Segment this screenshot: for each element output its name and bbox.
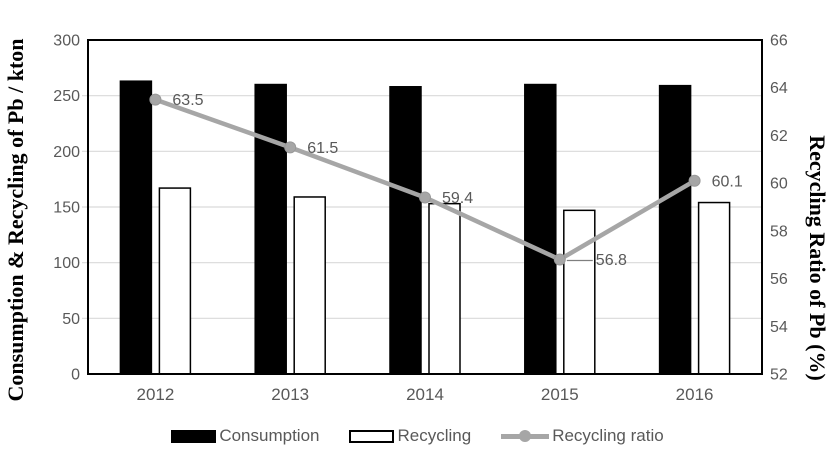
consumption-bar-2016 [658,84,692,375]
data-label-2015: 56.8 [596,252,627,269]
right-tick-64: 64 [770,80,788,97]
x-tick-2012: 2012 [136,385,174,404]
left-axis-title: Consumption & Recycling of Pb / kton [3,38,28,402]
right-tick-58: 58 [770,223,788,240]
right-axis-title: Recycling Ratio of Pb (%) [805,135,830,381]
right-tick-66: 66 [770,33,788,50]
right-tick-52: 52 [770,367,788,384]
line-marker-swatch-icon [501,429,550,443]
legend: Consumption Recycling Recycling ratio [0,426,835,446]
right-tick-60: 60 [770,176,788,193]
data-label-2013: 61.5 [307,140,338,157]
legend-label: Recycling [397,426,472,445]
legend-item-recycling: Recycling [349,426,471,446]
plot-border [87,39,763,375]
recycling-bar-2014 [428,202,461,375]
data-label-2016: 60.1 [712,173,743,190]
right-tick-54: 54 [770,319,788,336]
legend-label: Consumption [219,426,320,445]
x-tick-2015: 2015 [541,385,579,404]
recycling-bar-2013 [293,196,326,375]
right-tick-56: 56 [770,271,788,288]
data-label-2014: 59.4 [442,190,473,207]
recycling-swatch-icon [349,429,395,443]
recycling-bar-2016 [697,201,731,375]
recycling-ratio-line [154,97,696,263]
line-marker-2014 [419,191,431,204]
x-tick-2016: 2016 [676,385,714,404]
x-tick-2014: 2014 [406,385,444,404]
left-tick-200: 200 [53,144,80,161]
right-tick-62: 62 [770,128,788,145]
left-tick-250: 250 [53,88,80,105]
x-tick-2013: 2013 [271,385,309,404]
recycling-bar-2012 [158,187,192,375]
left-tick-50: 50 [62,311,80,328]
line-marker-2012 [149,93,162,106]
consumption-bar-2012 [119,80,153,375]
recycling-bar-2015 [563,209,596,375]
consumption-bar-2013 [254,83,287,375]
left-tick-100: 100 [53,255,80,272]
line-marker-2016 [688,174,701,187]
legend-label: Recycling ratio [552,426,664,445]
consumption-bar-2014 [389,86,422,375]
left-tick-300: 300 [53,33,80,50]
data-label-2012: 63.5 [172,92,203,109]
left-tick-150: 150 [53,200,80,217]
line-marker-2013 [284,141,297,154]
legend-item-recycling-ratio: Recycling ratio [501,426,664,446]
left-tick-0: 0 [71,367,80,384]
legend-item-consumption: Consumption [171,426,319,446]
line-marker-2015 [553,253,566,266]
consumption-swatch-icon [171,429,217,443]
consumption-bar-2015 [524,83,557,375]
